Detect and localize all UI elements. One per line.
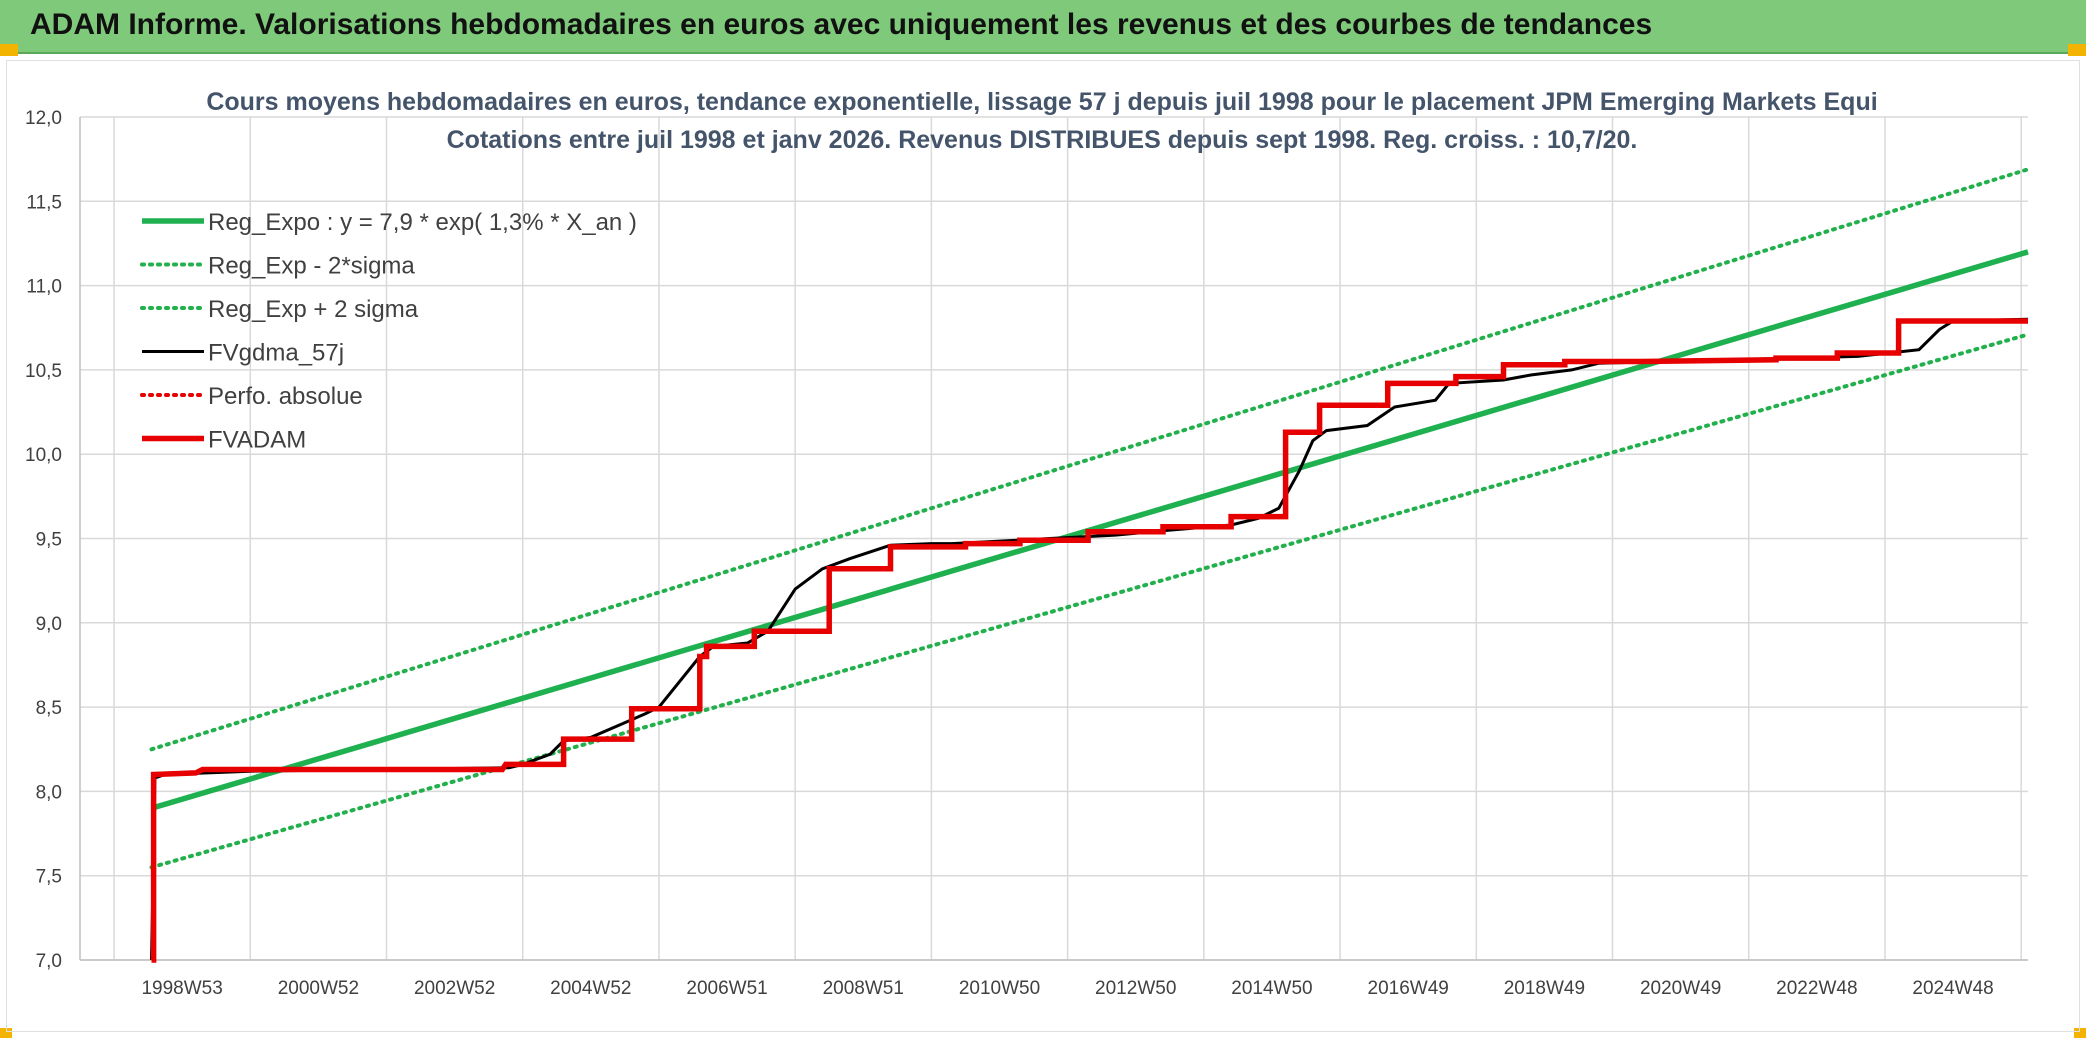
x-tick-label-6: 2010W50 — [959, 978, 1040, 999]
legend-label-3: FVgdma_57j — [208, 340, 344, 367]
y-tick-label-4: 9,0 — [36, 614, 62, 635]
x-tick-label-11: 2020W49 — [1640, 978, 1721, 999]
corner-marker-bottom-right — [2074, 1028, 2086, 1038]
header-bar: ADAM Informe. Valorisations hebdomadaire… — [0, 0, 2086, 54]
y-tick-label-1: 7,5 — [36, 867, 62, 888]
chart-title-line-2: Cotations entre juil 1998 et janv 2026. … — [447, 126, 1638, 154]
legend-label-2: Reg_Exp + 2 sigma — [208, 296, 419, 323]
y-tick-label-8: 11,0 — [26, 277, 62, 298]
x-tick-label-4: 2006W51 — [686, 978, 767, 999]
legend-label-1: Reg_Exp - 2*sigma — [208, 253, 415, 280]
legend: Reg_Expo : y = 7,9 * exp( 1,3% * X_an ) R… — [140, 209, 637, 454]
x-tick-label-12: 2022W48 — [1776, 978, 1857, 999]
y-tick-label-7: 10,5 — [25, 361, 62, 382]
y-tick-label-6: 10,0 — [25, 445, 62, 466]
chart-area — [6, 60, 2080, 1032]
x-tick-label-10: 2018W49 — [1504, 978, 1585, 999]
corner-marker-top-right — [2068, 44, 2086, 56]
y-tick-label-3: 8,5 — [36, 698, 62, 719]
chart-title-line-1: Cours moyens hebdomadaires en euros, ten… — [206, 88, 1877, 116]
x-tick-label-2: 2002W52 — [414, 978, 495, 999]
chart-title: Cours moyens hebdomadaires en euros, ten… — [206, 88, 1877, 154]
x-tick-label-0: 1998W53 — [141, 978, 222, 999]
series-line-2 — [149, 167, 2030, 752]
legend-label-0: Reg_Expo : y = 7,9 * exp( 1,3% * X_an ) — [208, 209, 637, 236]
x-tick-label-1: 2000W52 — [278, 978, 359, 999]
x-tick-label-3: 2004W52 — [550, 978, 631, 999]
series-group — [149, 167, 2030, 963]
x-tick-label-7: 2012W50 — [1095, 978, 1176, 999]
y-tick-label-2: 8,0 — [36, 782, 62, 803]
series-line-1 — [149, 332, 2030, 870]
x-tick-label-8: 2014W50 — [1231, 978, 1312, 999]
y-tick-label-0: 7,0 — [36, 951, 62, 972]
x-tick-label-13: 2024W48 — [1912, 978, 1993, 999]
y-tick-label-5: 9,5 — [36, 530, 62, 551]
y-tick-label-10: 12,0 — [25, 108, 62, 129]
page-title: ADAM Informe. Valorisations hebdomadaire… — [30, 8, 1653, 41]
x-tick-label-9: 2016W49 — [1368, 978, 1449, 999]
y-tick-label-9: 11,5 — [26, 192, 62, 213]
legend-label-5: FVADAM — [208, 427, 306, 454]
series-line-5 — [150, 318, 2028, 963]
corner-marker-top-left — [0, 44, 18, 56]
legend-label-4: Perfo. absolue — [208, 383, 363, 410]
x-tick-label-5: 2008W51 — [823, 978, 904, 999]
axes: 7,0 7,5 8,0 8,5 9,0 9,5 10,0 10,5 11,0 11,5 12,0 19… — [25, 108, 2028, 999]
corner-marker-bottom-left — [0, 1028, 12, 1038]
